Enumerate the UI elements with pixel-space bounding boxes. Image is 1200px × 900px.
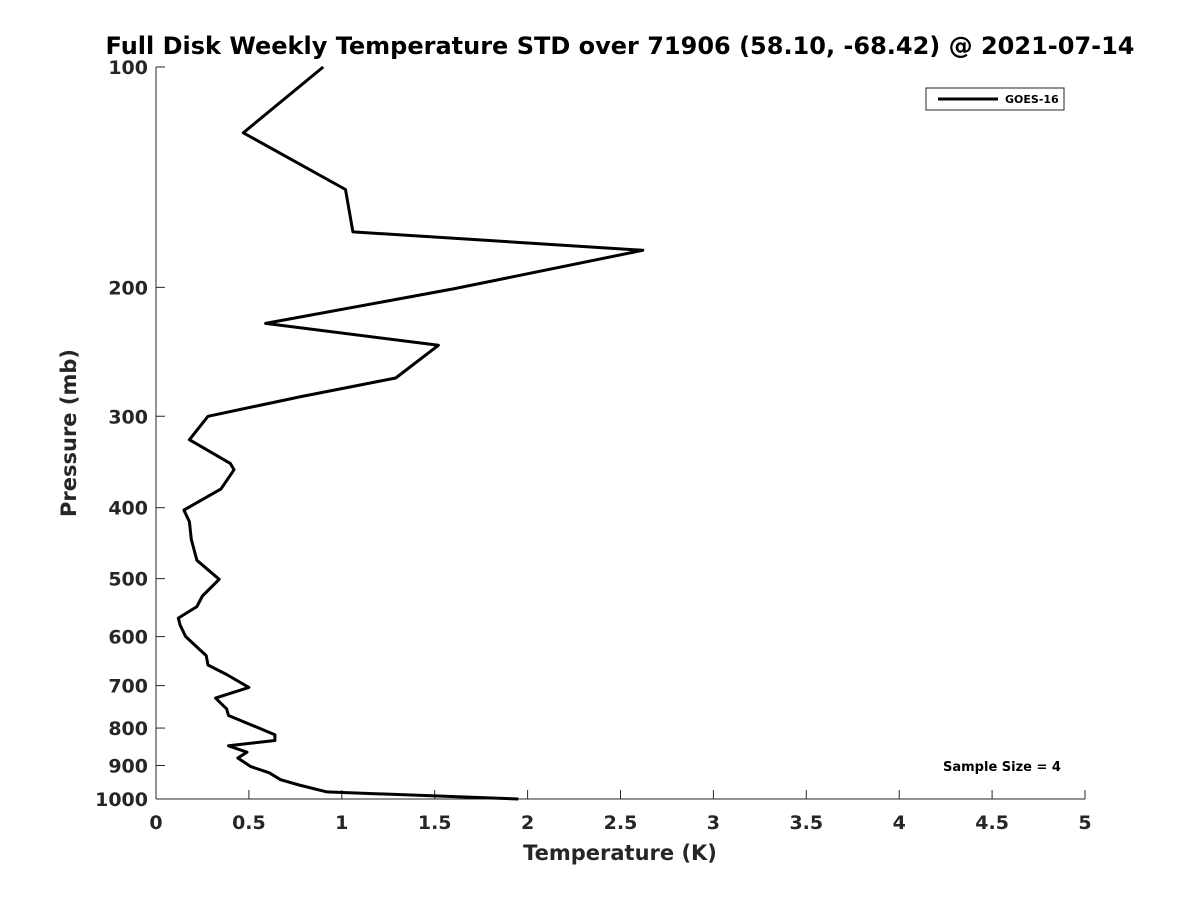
y-axis-label: Pressure (mb)	[57, 349, 81, 517]
y-tick-label: 500	[108, 569, 148, 591]
x-tick-label: 3	[707, 812, 720, 834]
sample-size-annotation: Sample Size = 4	[943, 760, 1061, 775]
legend: GOES-16	[925, 87, 1065, 111]
chart-title: Full Disk Weekly Temperature STD over 71…	[106, 32, 1135, 60]
y-tick-label: 700	[108, 676, 148, 698]
x-tick-label: 2.5	[604, 812, 638, 834]
y-tick-label: 100	[108, 57, 148, 79]
x-tick-label: 4.5	[975, 812, 1009, 834]
y-tick-label: 1000	[95, 789, 148, 811]
y-tick-label: 200	[108, 277, 148, 299]
x-tick-label: 0	[149, 812, 162, 834]
y-tick-label: 300	[108, 406, 148, 428]
series-group	[176, 65, 645, 801]
series-line-goes-16	[176, 65, 645, 801]
x-tick-label: 2	[521, 812, 534, 834]
y-tick-label: 900	[108, 756, 148, 778]
y-tick-label: 600	[108, 627, 148, 649]
x-tick-label: 4	[893, 812, 906, 834]
x-axis-label: Temperature (K)	[523, 841, 717, 865]
x-tick-label: 1	[335, 812, 348, 834]
legend-label-goes-16: GOES-16	[1005, 93, 1059, 106]
x-tick-label: 1.5	[418, 812, 452, 834]
x-tick-label: 0.5	[232, 812, 266, 834]
plot-area: 0 0.5 1 1.5 2 2.5 3 3.5 4 4.5 5 100 200 300 400 500 600…	[95, 57, 1092, 834]
y-axis-ticks: 100 200 300 400 500 600 700 800 900 1000	[95, 57, 165, 811]
y-tick-label: 400	[108, 498, 148, 520]
x-axis-ticks: 0 0.5 1 1.5 2 2.5 3 3.5 4 4.5 5	[149, 790, 1092, 834]
x-tick-label: 5	[1078, 812, 1091, 834]
x-tick-label: 3.5	[789, 812, 823, 834]
y-tick-label: 800	[108, 718, 148, 740]
